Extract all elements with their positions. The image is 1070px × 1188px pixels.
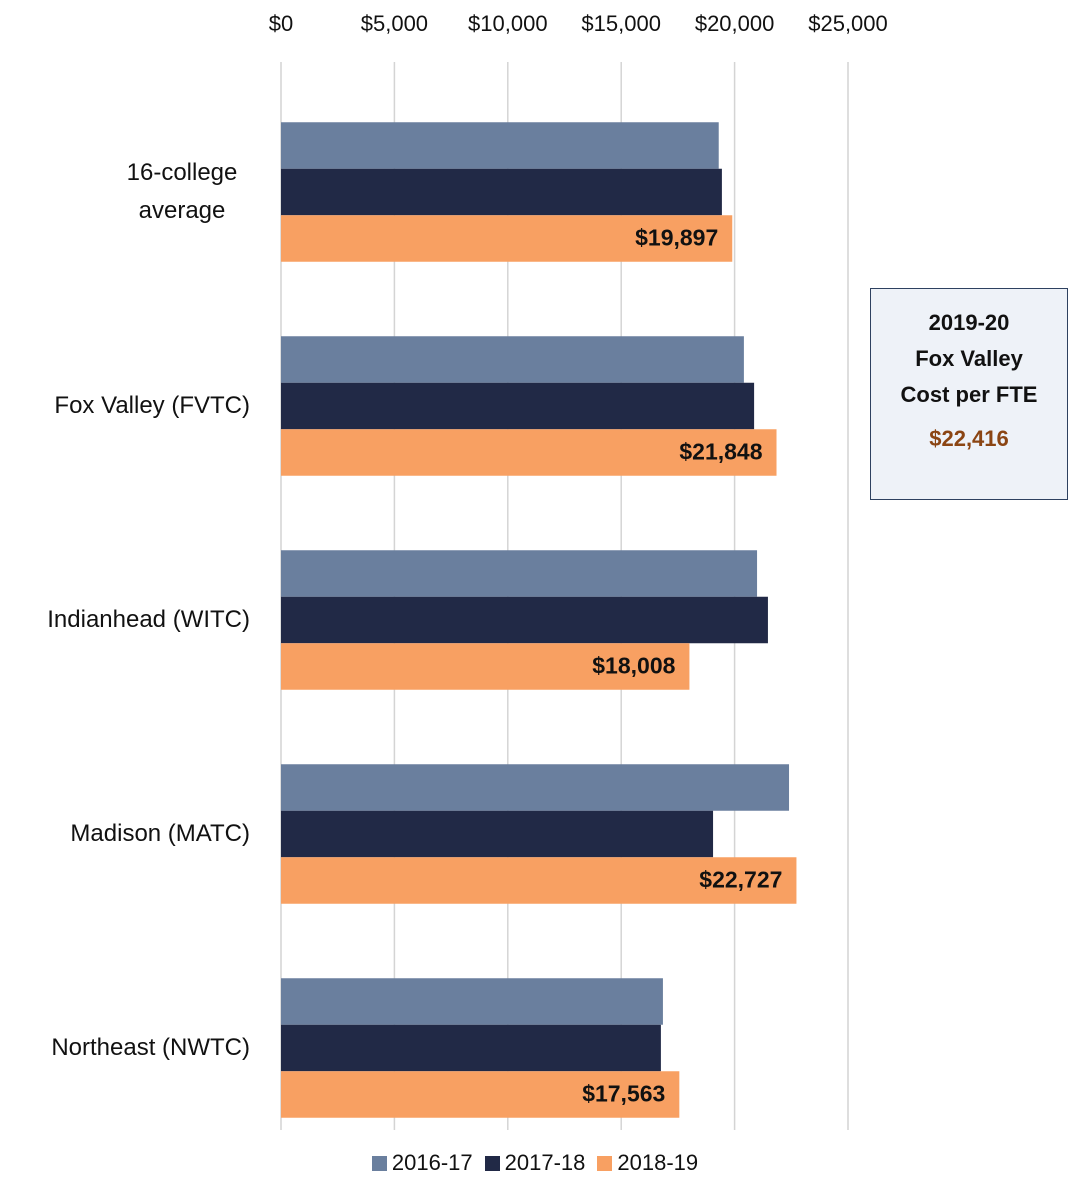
annotation-value: $22,416 (929, 426, 1009, 451)
x-tick-label: $5,000 (361, 11, 428, 36)
x-tick-label: $10,000 (468, 11, 548, 36)
bar (281, 429, 777, 476)
category-label: 16-college average (126, 159, 238, 224)
data-label: $17,563 (582, 1081, 665, 1107)
data-label: $19,897 (635, 225, 718, 251)
bar (281, 857, 797, 904)
legend-swatch (484, 1156, 500, 1171)
legend-label: 2016-17 (391, 1150, 473, 1175)
bar (281, 596, 768, 644)
bar (281, 336, 744, 383)
bar (281, 978, 663, 1025)
x-tick-label: $25,000 (808, 11, 888, 36)
category-label: Northeast (NWTC) (51, 1034, 250, 1061)
x-tick-label: $0 (269, 11, 293, 36)
category-label: Indianhead (WITC) (47, 606, 250, 633)
x-tick-label: $20,000 (695, 11, 775, 36)
bar (281, 550, 758, 597)
annotation-line: Cost per FTE (900, 382, 1038, 407)
annotation-line: Fox Valley (915, 346, 1023, 371)
legend-item: 2016-17 (371, 1150, 473, 1176)
bar (281, 643, 690, 690)
bar (281, 382, 755, 430)
x-tick-label: $15,000 (581, 11, 661, 36)
legend-item: 2018-19 (597, 1150, 698, 1176)
legend-label: 2017-18 (504, 1150, 586, 1175)
legend-swatch (597, 1156, 613, 1171)
annotation-box: 2019-20 Fox Valley Cost per FTE $22,416 (870, 288, 1068, 500)
bar (281, 764, 790, 811)
data-label: $22,727 (699, 867, 782, 893)
category-label: Madison (MATC) (70, 820, 250, 847)
bar (281, 810, 714, 858)
legend-label: 2018-19 (617, 1150, 699, 1175)
legend: 2016-17 2017-18 2018-19 (0, 1150, 1070, 1176)
legend-swatch (371, 1156, 387, 1171)
bar (281, 1024, 661, 1072)
annotation-line: 2019-20 (928, 310, 1010, 335)
bar (281, 215, 733, 262)
data-label: $21,848 (679, 439, 762, 465)
bar (281, 168, 722, 216)
bar (281, 122, 719, 169)
data-label: $18,008 (592, 653, 675, 679)
bar (281, 1071, 680, 1118)
category-label: Fox Valley (FVTC) (54, 392, 250, 419)
legend-item: 2017-18 (484, 1150, 586, 1176)
